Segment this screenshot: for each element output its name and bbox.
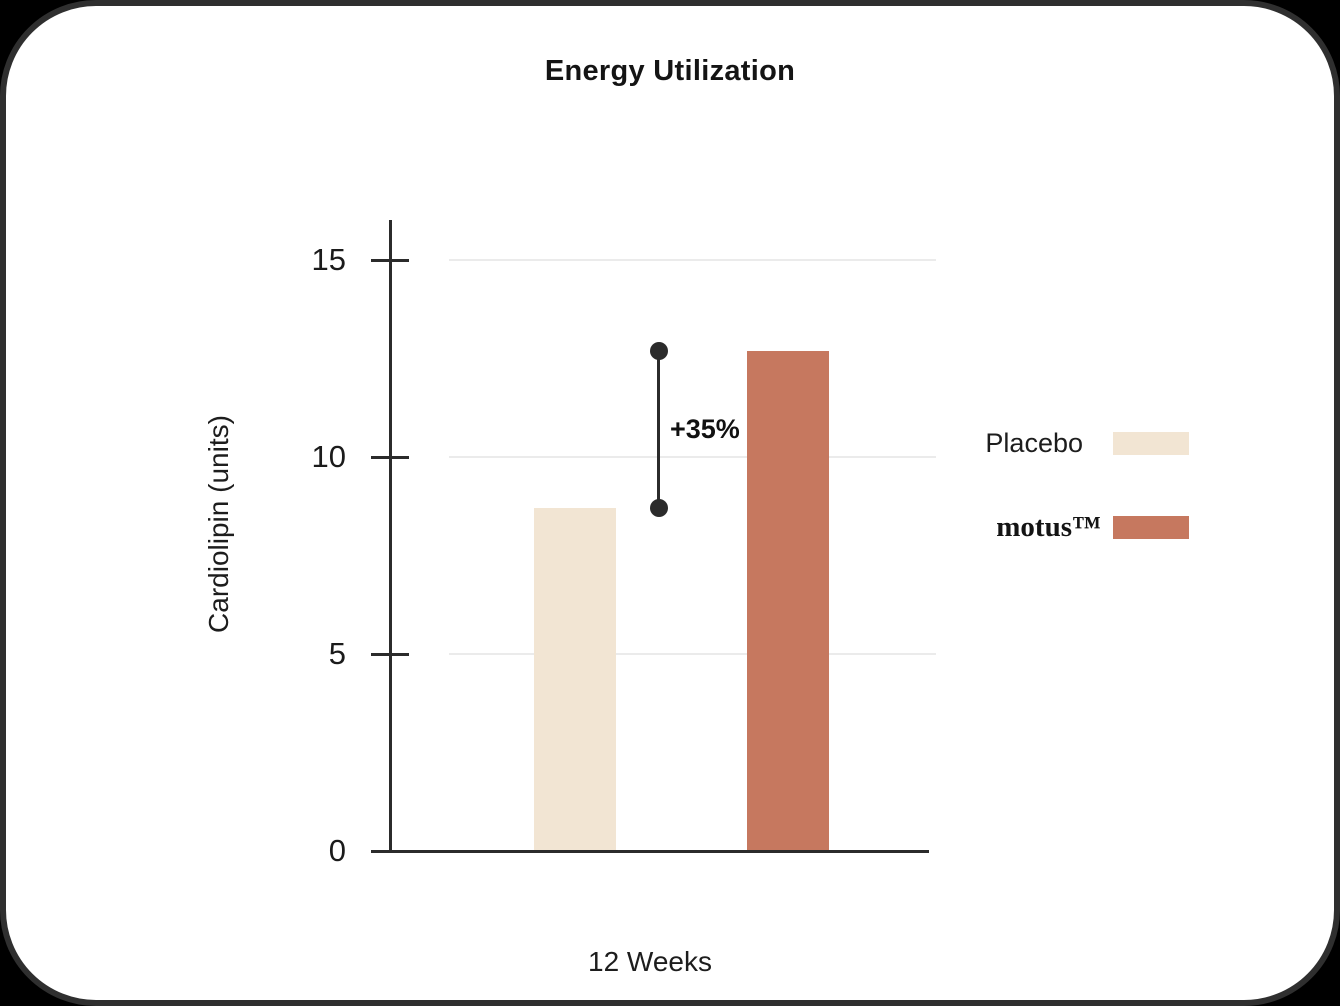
y-tick-label: 5 <box>328 636 346 671</box>
x-axis-label: 12 Weeks <box>588 946 712 977</box>
annotation-dot-bottom <box>649 499 668 518</box>
gridline <box>449 456 936 458</box>
y-tick-label: 0 <box>328 833 346 868</box>
y-axis-line <box>389 220 392 851</box>
legend-label-motus: motus™ <box>996 511 1101 543</box>
bar-motus <box>747 350 829 851</box>
gridline <box>449 653 936 655</box>
y-axis-label: Cardiolipin (units) <box>203 415 234 633</box>
chart-title: Energy Utilization <box>544 55 796 87</box>
annotation-label: +35% <box>670 414 740 445</box>
legend-label-placebo: Placebo <box>985 428 1083 458</box>
annotation-dot-top <box>649 341 668 360</box>
annotation-line <box>657 350 660 509</box>
legend-swatch-placebo <box>1113 432 1189 455</box>
bar-placebo <box>534 508 616 851</box>
gridline <box>449 259 936 261</box>
legend-swatch-motus <box>1113 516 1189 539</box>
y-tick-label: 15 <box>311 242 346 277</box>
y-tick-label: 10 <box>311 439 346 474</box>
x-axis-line <box>371 850 929 853</box>
